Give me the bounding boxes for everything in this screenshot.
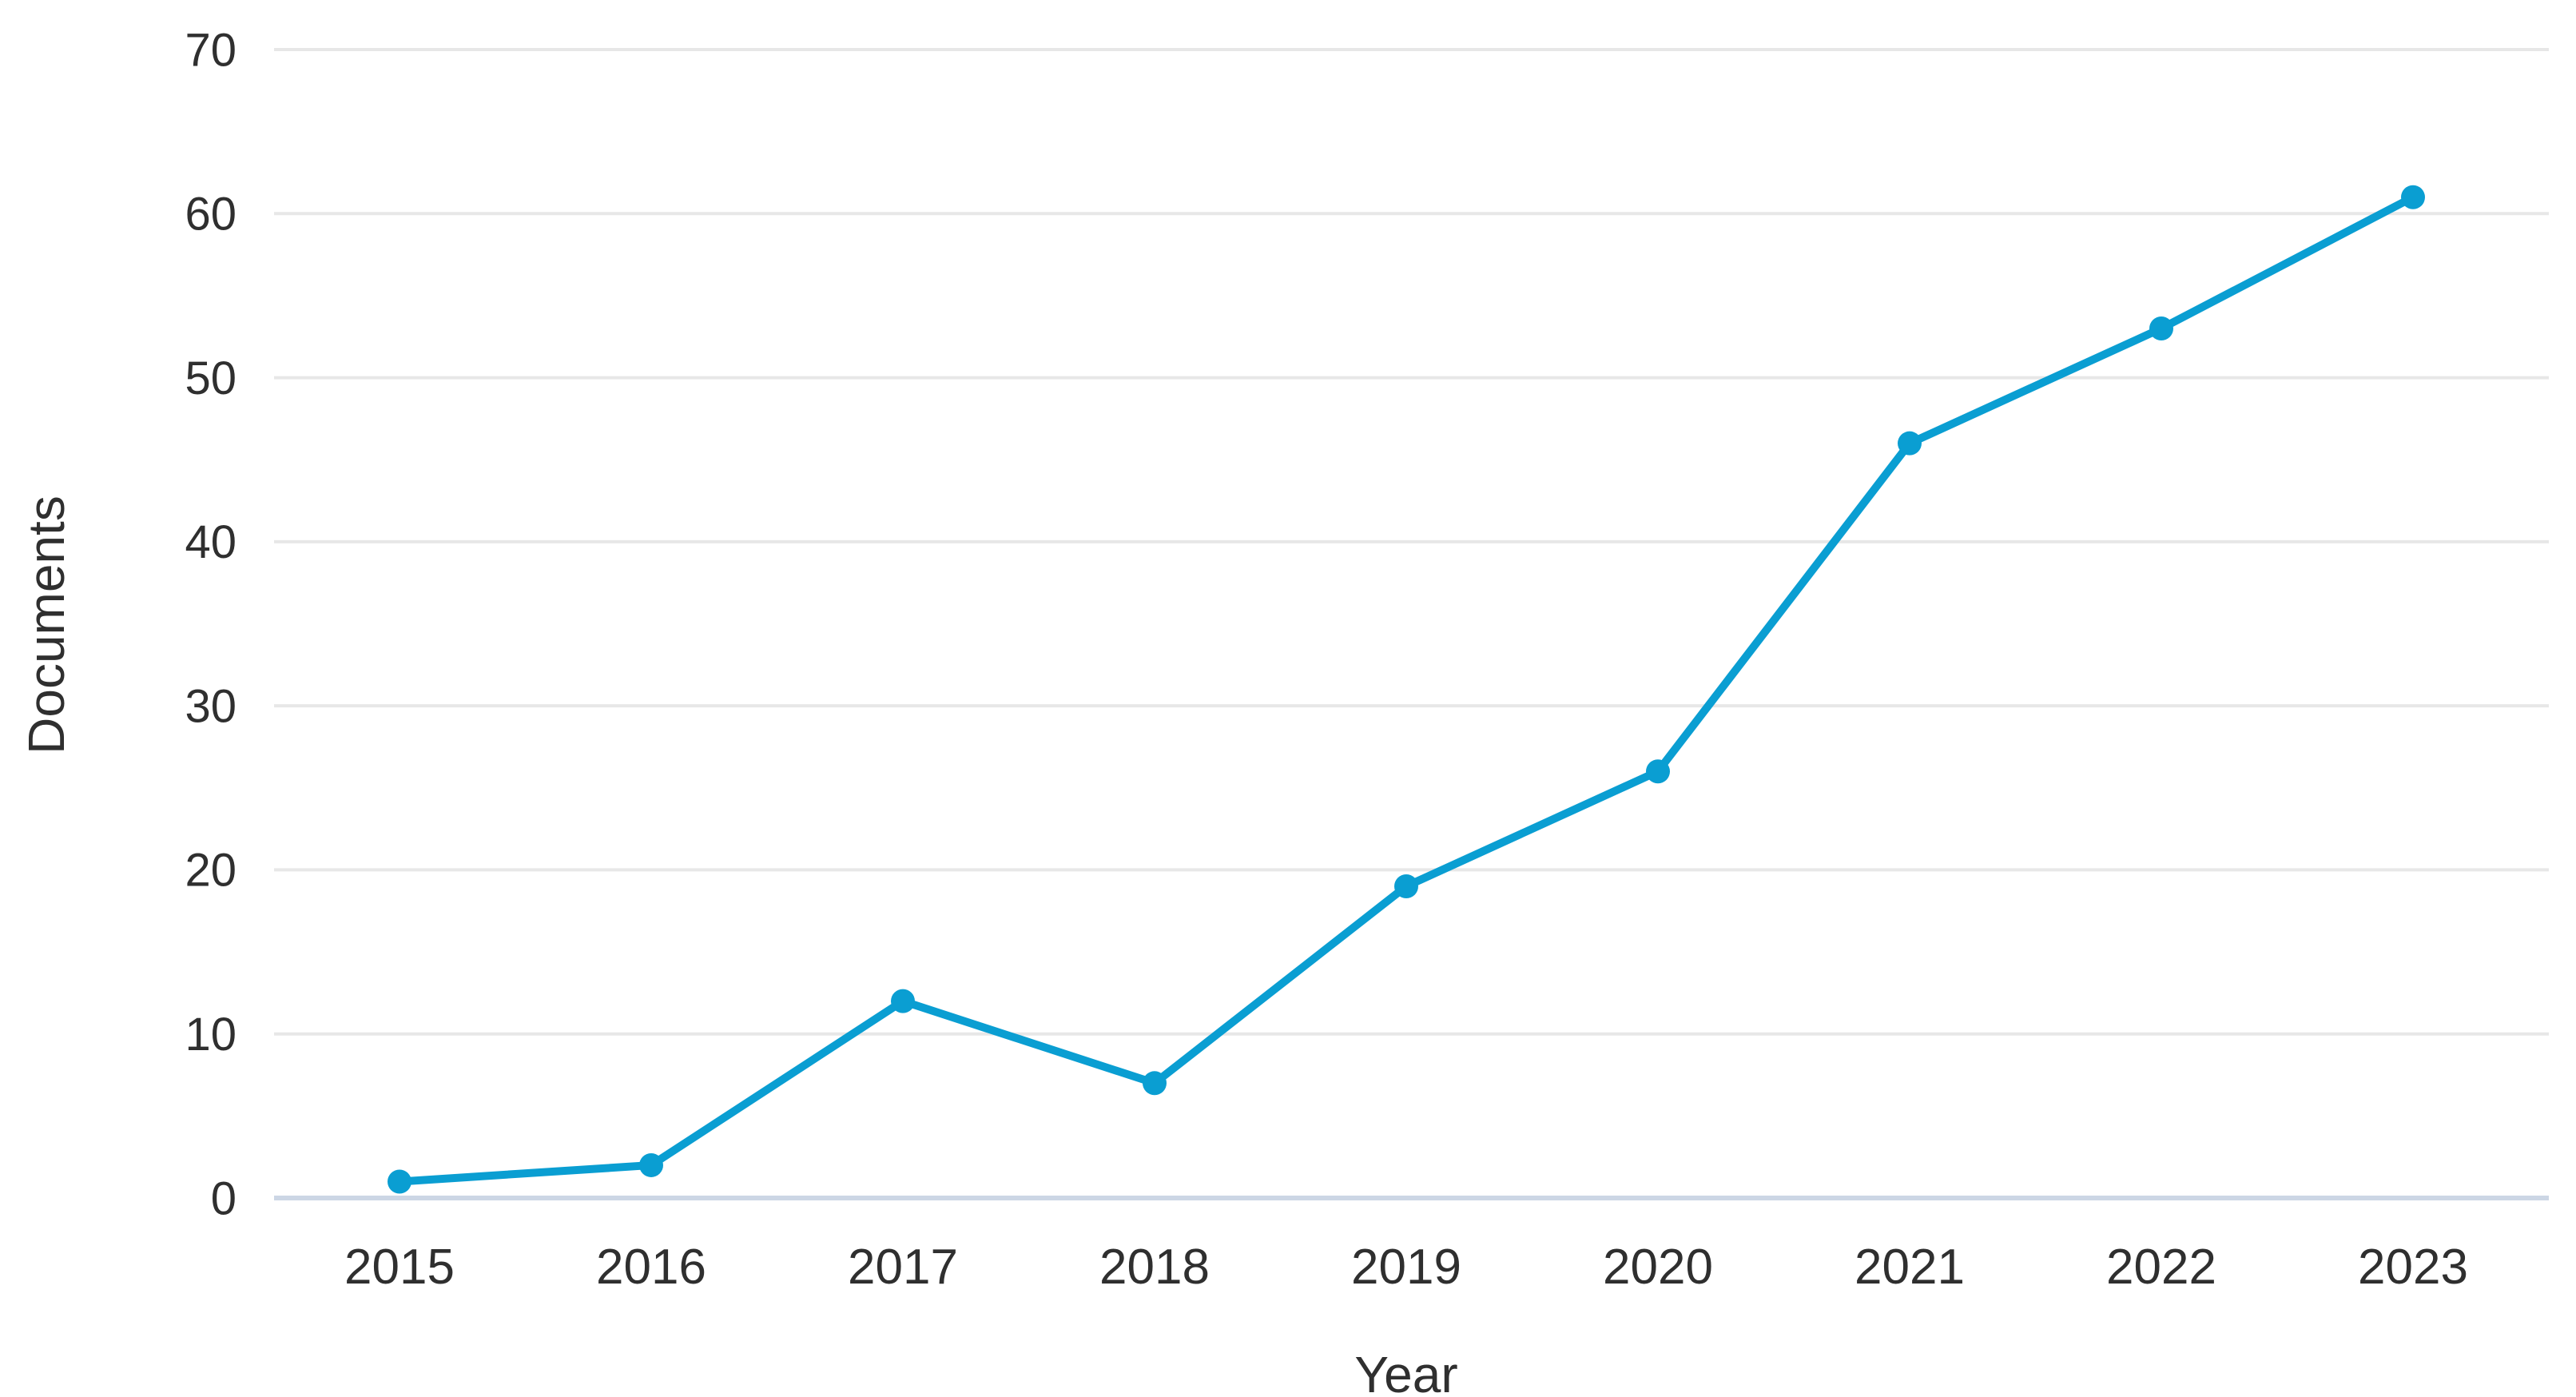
data-point [388, 1169, 411, 1194]
y-tick-label: 10 [185, 1009, 237, 1061]
x-tick-label: 2021 [1854, 1240, 1965, 1295]
x-tick-label: 2023 [2358, 1240, 2468, 1295]
y-tick-label: 20 [185, 845, 237, 897]
y-tick-label: 30 [185, 680, 237, 732]
x-tick-label: 2018 [1099, 1240, 1210, 1295]
y-tick-label: 50 [185, 352, 237, 404]
data-point [639, 1152, 663, 1177]
x-tick-label: 2019 [1351, 1240, 1461, 1295]
data-point [1646, 759, 1670, 784]
gridlines [274, 48, 2549, 1200]
data-point [2401, 185, 2425, 209]
x-tick-label: 2020 [1603, 1240, 1713, 1295]
data-point [1394, 874, 1418, 898]
y-tick-label: 40 [185, 516, 237, 568]
data-point [2149, 316, 2173, 340]
data-point [1143, 1071, 1167, 1096]
y-axis-title: Documents [18, 496, 75, 754]
x-axis-tick-labels: 2015 2016 2017 2018 2019 2020 2021 2022 2023 [344, 1240, 2468, 1295]
y-axis-tick-labels: 0 10 20 30 40 50 60 70 [185, 24, 237, 1224]
data-point [1898, 431, 1922, 456]
x-axis-title: Year [1354, 1346, 1457, 1397]
x-tick-label: 2017 [848, 1240, 958, 1295]
y-tick-label: 70 [185, 24, 237, 76]
x-tick-label: 2022 [2106, 1240, 2216, 1295]
x-tick-label: 2016 [596, 1240, 706, 1295]
y-tick-label: 0 [211, 1172, 237, 1224]
x-tick-label: 2015 [344, 1240, 455, 1295]
y-tick-label: 60 [185, 189, 237, 241]
data-point [891, 989, 915, 1013]
data-point-markers [388, 185, 2425, 1194]
